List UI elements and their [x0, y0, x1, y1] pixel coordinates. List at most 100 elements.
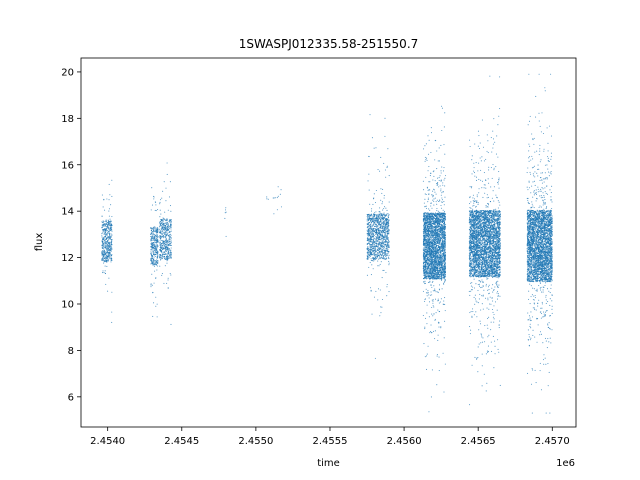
data-point — [382, 241, 384, 243]
data-point — [167, 241, 169, 243]
data-point — [431, 313, 433, 315]
data-point — [159, 228, 161, 230]
data-point — [385, 207, 387, 209]
data-point — [164, 229, 166, 231]
data-point — [379, 232, 381, 234]
data-point — [380, 214, 383, 216]
data-point — [434, 140, 436, 142]
data-point — [370, 220, 372, 222]
data-point — [371, 220, 373, 223]
data-point — [106, 248, 108, 250]
data-point — [106, 223, 108, 225]
data-point — [371, 246, 373, 248]
data-point — [373, 225, 376, 228]
data-point — [166, 257, 168, 259]
data-point — [382, 218, 384, 220]
data-point — [424, 160, 426, 162]
data-point — [167, 227, 169, 229]
data-point — [422, 314, 424, 317]
data-point — [387, 232, 389, 235]
data-point — [152, 250, 154, 252]
data-point — [432, 258, 434, 260]
data-point — [385, 236, 387, 238]
data-point — [266, 198, 268, 200]
data-point — [156, 229, 158, 231]
data-point — [379, 263, 381, 266]
data-point — [438, 147, 440, 149]
data-point — [165, 242, 167, 244]
data-point — [370, 274, 372, 276]
data-point — [436, 274, 439, 276]
data-point — [108, 227, 110, 230]
data-point — [425, 215, 427, 217]
data-point — [437, 309, 439, 311]
data-point — [106, 226, 108, 228]
data-point — [385, 247, 387, 249]
data-point — [440, 190, 442, 192]
data-point — [152, 292, 154, 294]
data-point — [387, 256, 389, 258]
data-point — [159, 225, 161, 227]
data-point — [157, 245, 159, 247]
data-point — [166, 254, 168, 256]
data-point — [370, 228, 372, 230]
data-point — [438, 177, 440, 179]
data-point — [384, 232, 387, 234]
data-point — [103, 199, 105, 201]
data-point — [379, 235, 381, 237]
data-point — [159, 256, 161, 258]
data-point — [107, 252, 109, 254]
data-point — [103, 242, 106, 244]
data-point — [388, 220, 390, 222]
data-point — [374, 238, 376, 240]
data-point — [378, 238, 380, 240]
data-point — [427, 153, 430, 155]
data-point — [170, 241, 172, 243]
data-point — [425, 219, 427, 221]
data-point — [367, 242, 369, 244]
data-point — [377, 222, 379, 224]
data-point — [103, 236, 105, 238]
data-point — [367, 222, 369, 225]
data-point — [436, 256, 438, 258]
data-point — [162, 227, 164, 229]
data-point — [376, 231, 378, 234]
data-point — [160, 255, 162, 257]
data-point — [154, 245, 156, 247]
data-point — [151, 259, 153, 261]
data-point — [107, 257, 109, 259]
data-point — [433, 306, 435, 308]
data-point — [107, 248, 110, 250]
data-point — [376, 215, 378, 217]
data-point — [111, 321, 113, 324]
data-point — [383, 257, 385, 259]
data-point — [155, 235, 157, 237]
data-point — [151, 245, 153, 247]
data-point — [380, 224, 382, 226]
data-point — [167, 252, 169, 254]
data-point — [107, 219, 109, 221]
data-point — [442, 236, 444, 238]
data-point — [224, 209, 227, 211]
data-point — [373, 258, 376, 260]
data-point — [435, 255, 437, 258]
data-point — [431, 286, 433, 288]
data-point — [426, 217, 428, 219]
data-point — [103, 261, 105, 263]
data-point — [101, 234, 103, 236]
data-point — [156, 269, 158, 271]
data-point — [432, 300, 434, 302]
data-point — [430, 132, 433, 134]
data-point — [377, 219, 379, 221]
data-point — [429, 277, 431, 279]
data-point — [440, 207, 443, 209]
data-point — [375, 259, 377, 261]
data-point — [377, 252, 379, 254]
data-point — [368, 248, 371, 250]
data-point — [375, 211, 377, 213]
data-point — [161, 274, 163, 276]
data-point — [103, 258, 105, 260]
data-point — [384, 253, 386, 256]
data-point — [439, 175, 441, 177]
data-point — [379, 256, 381, 258]
